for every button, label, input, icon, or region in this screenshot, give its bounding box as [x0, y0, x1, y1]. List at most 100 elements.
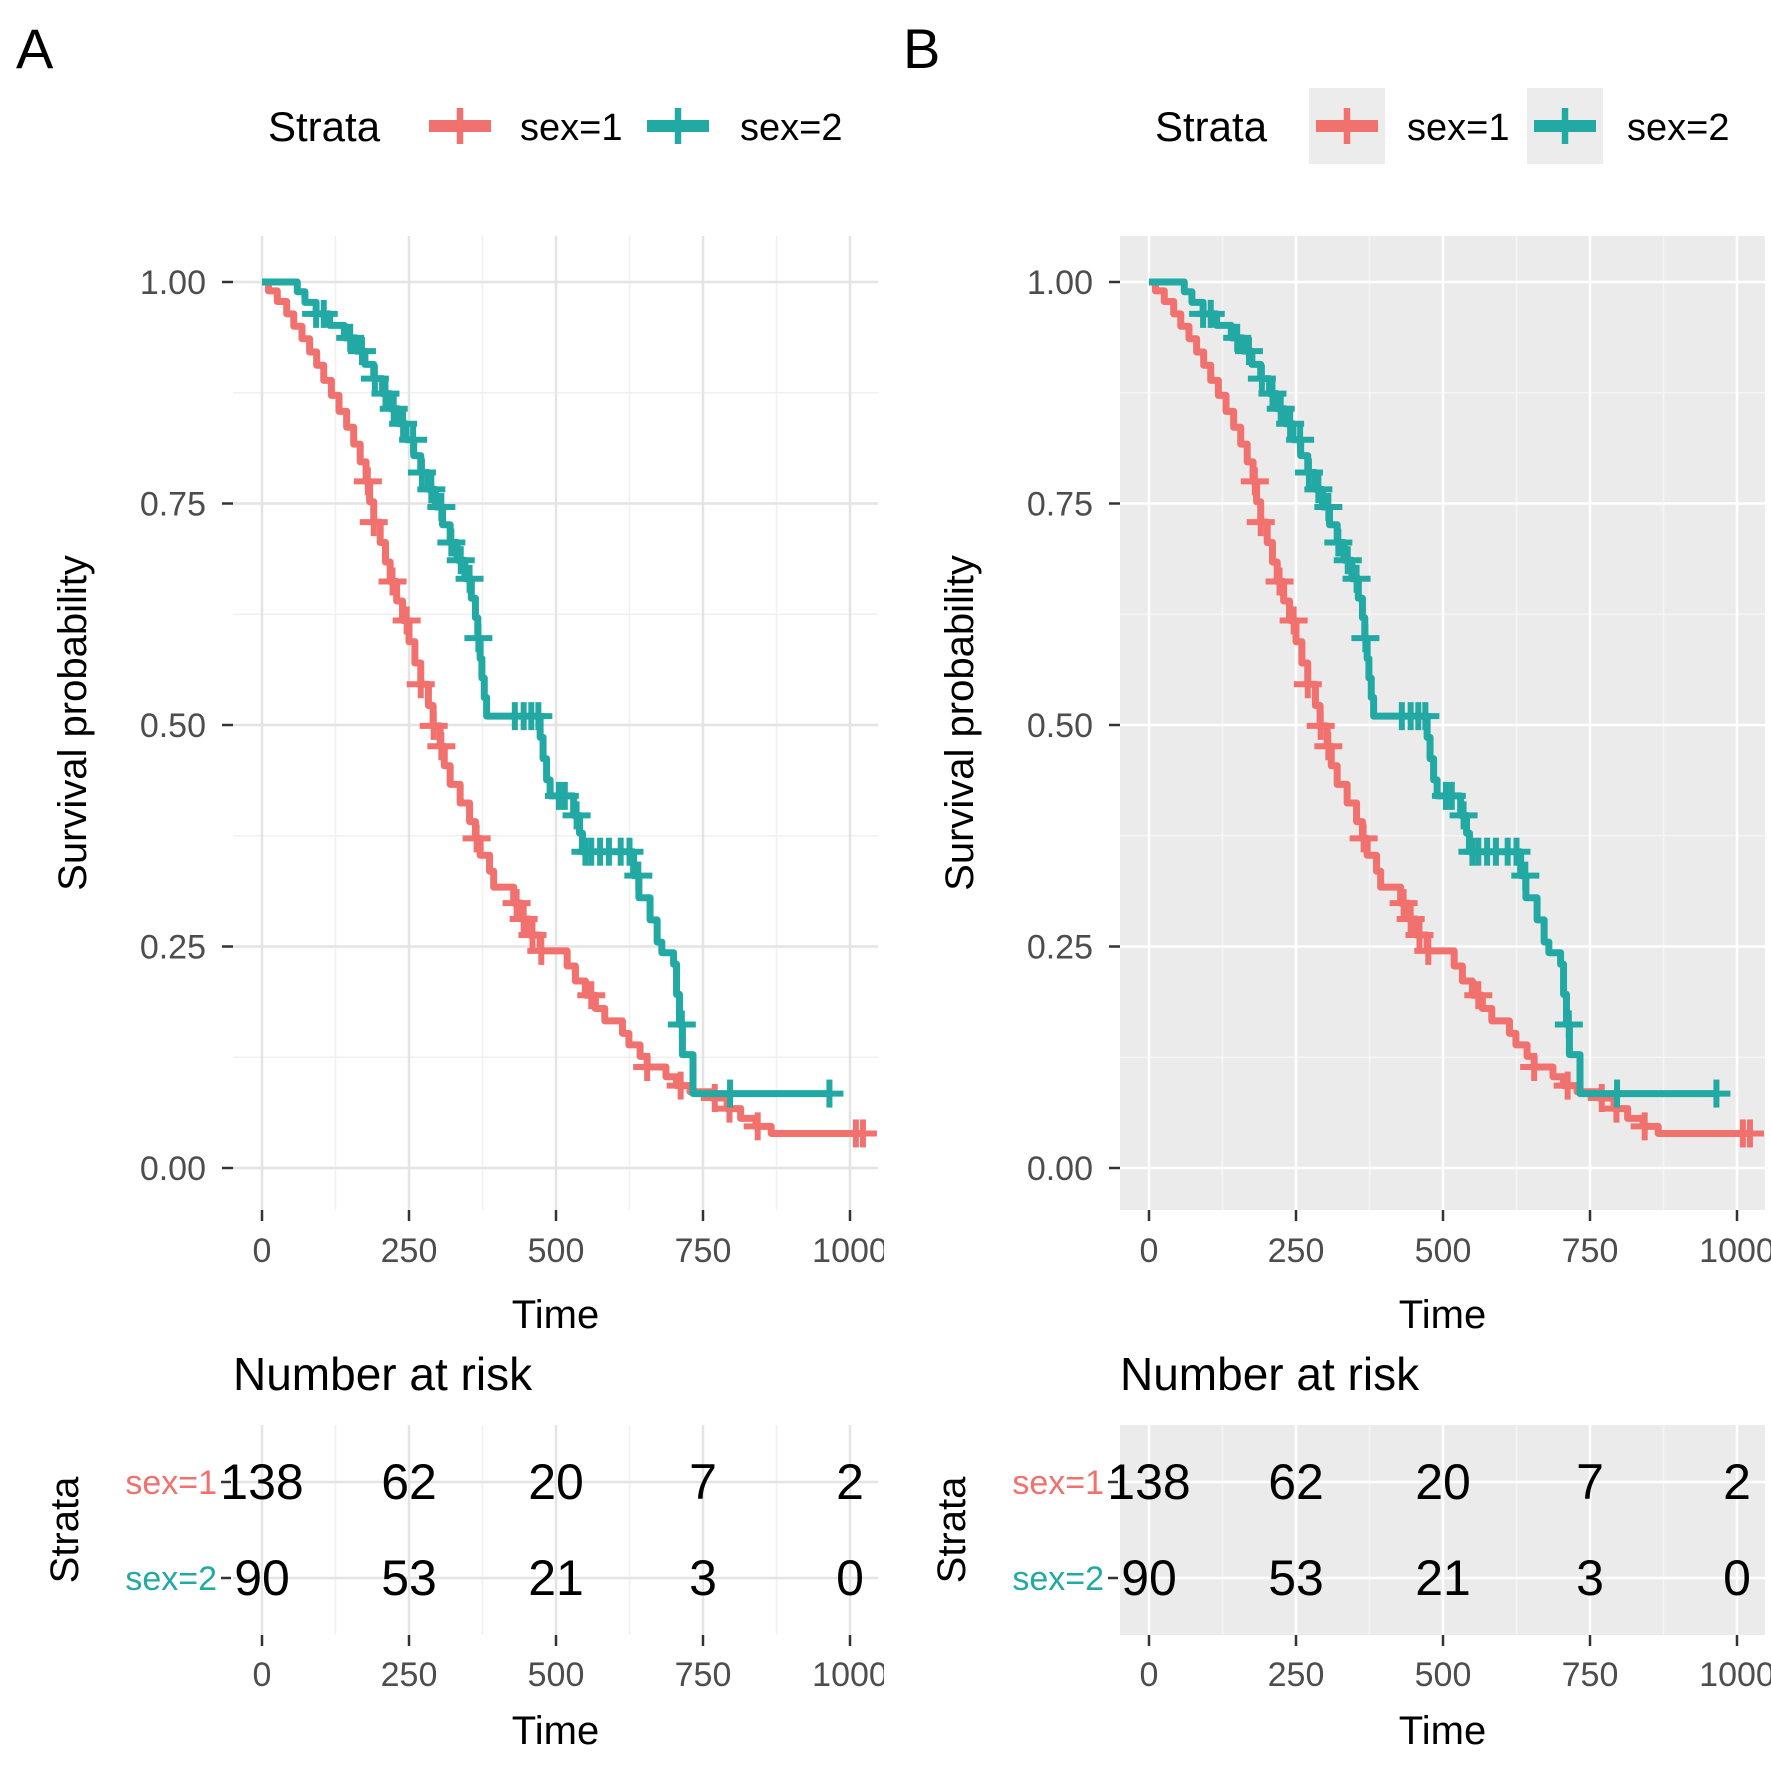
risk-x-axis-tick-label: 750 [675, 1656, 732, 1694]
risk-x-axis-tick-label: 500 [528, 1656, 585, 1694]
risk-number: 138 [220, 1454, 303, 1510]
risk-number: 0 [836, 1550, 864, 1606]
risk-row-label-sex=2: sex=2 [1012, 1560, 1104, 1598]
legend-title: Strata [268, 103, 381, 150]
panel-letter: A [16, 17, 54, 80]
panel-b: B Strata sex=1 sex=2 1.00 0.75 0.50 0.25 0.00 0 25… [887, 0, 1771, 1771]
x-axis-title: Time [512, 1293, 599, 1337]
risk-number: 90 [1121, 1550, 1177, 1606]
y-axis-tick-label: 0.50 [1027, 707, 1093, 745]
risk-number: 21 [1415, 1550, 1471, 1606]
risk-table-title: Number at risk [233, 1348, 533, 1400]
risk-number: 53 [381, 1550, 437, 1606]
risk-number: 3 [1576, 1550, 1604, 1606]
risk-x-axis-tick-label: 0 [1140, 1656, 1159, 1694]
legend-key-sex=2 [647, 108, 709, 144]
risk-row-label-sex=2: sex=2 [125, 1560, 217, 1598]
risk-table-title: Number at risk [1120, 1348, 1420, 1400]
risk-number: 0 [1723, 1550, 1751, 1606]
risk-x-axis-tick-label: 750 [1562, 1656, 1619, 1694]
x-axis-title: Time [1399, 1293, 1486, 1337]
risk-x-axis-tick-label: 0 [253, 1656, 272, 1694]
panel-a: A Strata sex=1 sex=2 1.00 0.75 0.50 0.25 0.00 0 25… [0, 0, 888, 1771]
km-curve-group-sex=1 [1149, 278, 1764, 1148]
risk-number: 90 [234, 1550, 290, 1606]
y-axis-tick-label: 0.25 [140, 929, 206, 967]
risk-number: 2 [1723, 1454, 1751, 1510]
legend-key-sex=2 [1534, 108, 1596, 144]
risk-x-axis-tick-label: 250 [381, 1656, 438, 1694]
risk-x-axis-tick-label: 500 [1415, 1656, 1472, 1694]
x-axis-tick-label: 1000 [812, 1232, 884, 1270]
y-axis-tick-label: 0.75 [1027, 486, 1093, 524]
km-curve-sex=1 [262, 278, 863, 1137]
plot-grid [233, 236, 878, 1210]
x-axis-tick-label: 500 [528, 1232, 585, 1270]
x-axis-tick-label: 250 [1268, 1232, 1325, 1270]
risk-table: Number at risk Strata sex=1 138 62 20 7 2 sex=2 9… [930, 1348, 1771, 1753]
x-axis-tick-label: 750 [675, 1232, 732, 1270]
y-axis-tick-label: 0.50 [140, 707, 206, 745]
risk-x-axis-title: Time [512, 1709, 599, 1753]
legend-label-sex=2: sex=2 [740, 107, 842, 149]
risk-x-axis-tick-label: 1000 [1699, 1656, 1771, 1694]
panel-letter: B [903, 17, 940, 80]
x-axis-tick-label: 750 [1562, 1232, 1619, 1270]
legend-key-sex=1 [429, 108, 491, 144]
censor-marks-sex=2 [1189, 299, 1731, 1108]
risk-number: 20 [528, 1454, 584, 1510]
y-axis-tick-label: 0.00 [1027, 1150, 1093, 1188]
y-axis-tick-label: 0.75 [140, 486, 206, 524]
legend-key-sex=1 [1316, 108, 1378, 144]
risk-number: 20 [1415, 1454, 1471, 1510]
risk-number: 7 [1576, 1454, 1604, 1510]
km-curve-group-sex=2 [1149, 278, 1731, 1108]
risk-row-label-sex=1: sex=1 [125, 1464, 217, 1502]
risk-number: 62 [381, 1454, 437, 1510]
risk-table-strata-title: Strata [43, 1476, 87, 1583]
y-axis-tick-label: 0.00 [140, 1150, 206, 1188]
km-curve-sex=2 [262, 278, 830, 1098]
risk-number: 2 [836, 1454, 864, 1510]
risk-number: 3 [689, 1550, 717, 1606]
y-axis-title: Survival probability [938, 555, 982, 891]
risk-table-strata-title: Strata [930, 1476, 974, 1583]
km-curve-group-sex=2 [262, 278, 844, 1108]
risk-number: 7 [689, 1454, 717, 1510]
x-axis-tick-label: 250 [381, 1232, 438, 1270]
legend-label-sex=1: sex=1 [1407, 107, 1509, 149]
censor-marks-sex=2 [302, 299, 844, 1108]
km-curve-sex=1 [1149, 278, 1750, 1137]
plot-axes: 1.00 0.75 0.50 0.25 0.00 0 250 500 750 1000 Time Su… [938, 264, 1771, 1337]
legend-title: Strata [1155, 103, 1268, 150]
risk-row-label-sex=1: sex=1 [1012, 1464, 1104, 1502]
legend-label-sex=2: sex=2 [1627, 107, 1729, 149]
y-axis-tick-label: 0.25 [1027, 929, 1093, 967]
legend: Strata sex=1 sex=2 [1155, 88, 1729, 164]
risk-number: 138 [1107, 1454, 1190, 1510]
risk-table: Number at risk Strata sex=1 138 62 20 7 2 sex=2 9… [43, 1348, 888, 1753]
legend: Strata sex=1 sex=2 [268, 103, 842, 150]
y-axis-tick-label: 1.00 [140, 264, 206, 302]
plot-axes: 1.00 0.75 0.50 0.25 0.00 0 250 500 750 1000 Time Su… [51, 264, 888, 1337]
y-axis-title: Survival probability [51, 555, 95, 891]
legend-label-sex=1: sex=1 [520, 107, 622, 149]
km-curve-sex=2 [1149, 278, 1717, 1098]
x-axis-tick-label: 1000 [1699, 1232, 1771, 1270]
risk-number: 62 [1268, 1454, 1324, 1510]
risk-x-axis-title: Time [1399, 1709, 1486, 1753]
y-axis-tick-label: 1.00 [1027, 264, 1093, 302]
risk-number: 53 [1268, 1550, 1324, 1606]
x-axis-tick-label: 0 [1140, 1232, 1159, 1270]
x-axis-tick-label: 500 [1415, 1232, 1472, 1270]
risk-x-axis-tick-label: 250 [1268, 1656, 1325, 1694]
km-curve-group-sex=1 [262, 278, 877, 1148]
censor-marks-sex=1 [1240, 467, 1764, 1148]
risk-x-axis-tick-label: 1000 [812, 1656, 884, 1694]
plot-grid [1120, 236, 1765, 1210]
x-axis-tick-label: 0 [253, 1232, 272, 1270]
censor-marks-sex=1 [353, 467, 877, 1148]
